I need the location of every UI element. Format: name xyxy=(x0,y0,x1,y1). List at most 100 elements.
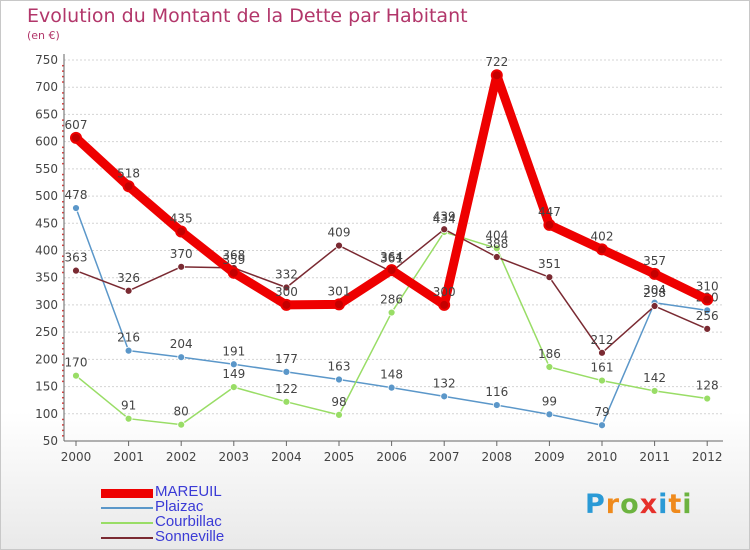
y-minor-tick xyxy=(62,402,64,404)
data-label: 439 xyxy=(433,209,456,223)
y-minor-tick xyxy=(62,375,64,377)
data-label: 132 xyxy=(433,376,456,390)
data-label: 434 xyxy=(433,212,456,226)
y-minor-tick xyxy=(62,320,64,323)
data-label: 447 xyxy=(538,205,561,219)
y-minor-tick xyxy=(62,135,64,138)
data-point xyxy=(335,241,343,250)
y-tick-label: 650 xyxy=(35,107,58,121)
x-tick-label: 2002 xyxy=(166,450,197,464)
x-tick-label: 2003 xyxy=(219,450,250,464)
data-label: 116 xyxy=(485,385,508,399)
y-tick-label: 750 xyxy=(35,53,58,67)
data-point xyxy=(72,371,80,380)
y-minor-tick xyxy=(62,190,64,192)
data-label: 404 xyxy=(485,228,508,242)
legend-swatch xyxy=(101,522,153,524)
brand-letter: r xyxy=(605,489,621,520)
x-tick-label: 2012 xyxy=(692,450,723,464)
data-point xyxy=(333,298,345,311)
y-minor-tick xyxy=(62,130,64,132)
data-point xyxy=(177,420,186,429)
data-point xyxy=(703,324,712,333)
y-minor-tick xyxy=(62,239,64,241)
data-label: 332 xyxy=(275,268,298,282)
y-minor-tick xyxy=(62,152,64,154)
y-tick-label: 100 xyxy=(35,407,58,421)
x-tick-label: 2004 xyxy=(271,450,302,464)
x-tick-label: 2005 xyxy=(324,450,355,464)
data-point xyxy=(598,421,606,430)
y-minor-tick xyxy=(62,201,64,203)
y-minor-tick xyxy=(62,337,64,339)
data-label: 298 xyxy=(643,286,666,300)
y-tick-label: 250 xyxy=(35,325,58,339)
data-label: 409 xyxy=(328,226,351,240)
data-point xyxy=(72,204,80,212)
x-tick-label: 2007 xyxy=(429,450,460,464)
x-tick-label: 2009 xyxy=(534,450,565,464)
y-minor-tick xyxy=(62,157,64,159)
data-label: 368 xyxy=(222,248,245,262)
data-point xyxy=(598,348,606,357)
y-minor-tick xyxy=(62,75,64,78)
y-minor-tick xyxy=(62,418,64,421)
data-label: 212 xyxy=(591,333,614,347)
data-label: 122 xyxy=(275,382,298,396)
legend-swatch xyxy=(101,507,153,509)
y-minor-tick xyxy=(62,81,64,83)
data-label: 161 xyxy=(591,361,614,375)
y-minor-tick xyxy=(62,103,64,105)
data-point xyxy=(650,387,659,395)
y-minor-tick xyxy=(62,162,64,165)
data-point xyxy=(72,266,80,275)
y-minor-tick xyxy=(62,282,64,285)
data-point xyxy=(122,180,135,193)
data-label: 142 xyxy=(643,371,666,385)
y-minor-tick xyxy=(62,271,64,274)
y-minor-tick xyxy=(62,173,64,176)
y-minor-tick xyxy=(62,244,64,247)
y-minor-tick xyxy=(62,369,64,372)
data-point xyxy=(280,298,293,311)
data-label: 359 xyxy=(222,253,245,267)
brand-letter: o xyxy=(620,489,640,520)
data-point xyxy=(229,360,238,369)
data-label: 607 xyxy=(65,118,88,132)
legend-label: Courbillac xyxy=(155,513,222,530)
y-minor-tick xyxy=(62,179,64,181)
data-label: 79 xyxy=(594,405,609,419)
y-minor-tick xyxy=(62,266,64,268)
data-label: 518 xyxy=(117,166,140,180)
x-tick-label: 2006 xyxy=(376,450,407,464)
data-label: 363 xyxy=(65,251,88,265)
y-tick-label: 600 xyxy=(35,135,58,149)
x-tick-label: 2001 xyxy=(113,450,144,464)
data-point xyxy=(545,410,554,419)
data-label: 177 xyxy=(275,352,298,366)
y-minor-tick xyxy=(62,364,64,366)
y-minor-tick xyxy=(62,146,64,149)
data-label: 216 xyxy=(117,331,140,345)
data-point xyxy=(124,286,133,295)
data-label: 148 xyxy=(380,368,403,382)
data-point xyxy=(703,306,712,315)
y-tick-label: 550 xyxy=(35,162,58,176)
data-label: 361 xyxy=(380,252,403,266)
y-minor-tick xyxy=(62,217,64,219)
data-point xyxy=(650,302,659,310)
data-label: 149 xyxy=(222,367,245,381)
data-point xyxy=(387,308,396,317)
y-minor-tick xyxy=(62,380,64,383)
y-minor-tick xyxy=(62,260,64,263)
data-point xyxy=(440,225,449,234)
y-tick-label: 200 xyxy=(35,352,58,366)
data-label: 722 xyxy=(485,55,508,69)
data-label: 357 xyxy=(643,254,666,268)
data-point xyxy=(438,298,451,311)
y-minor-tick xyxy=(62,184,64,187)
data-point xyxy=(177,353,186,362)
y-tick-label: 150 xyxy=(35,380,58,394)
y-minor-tick xyxy=(62,233,64,236)
